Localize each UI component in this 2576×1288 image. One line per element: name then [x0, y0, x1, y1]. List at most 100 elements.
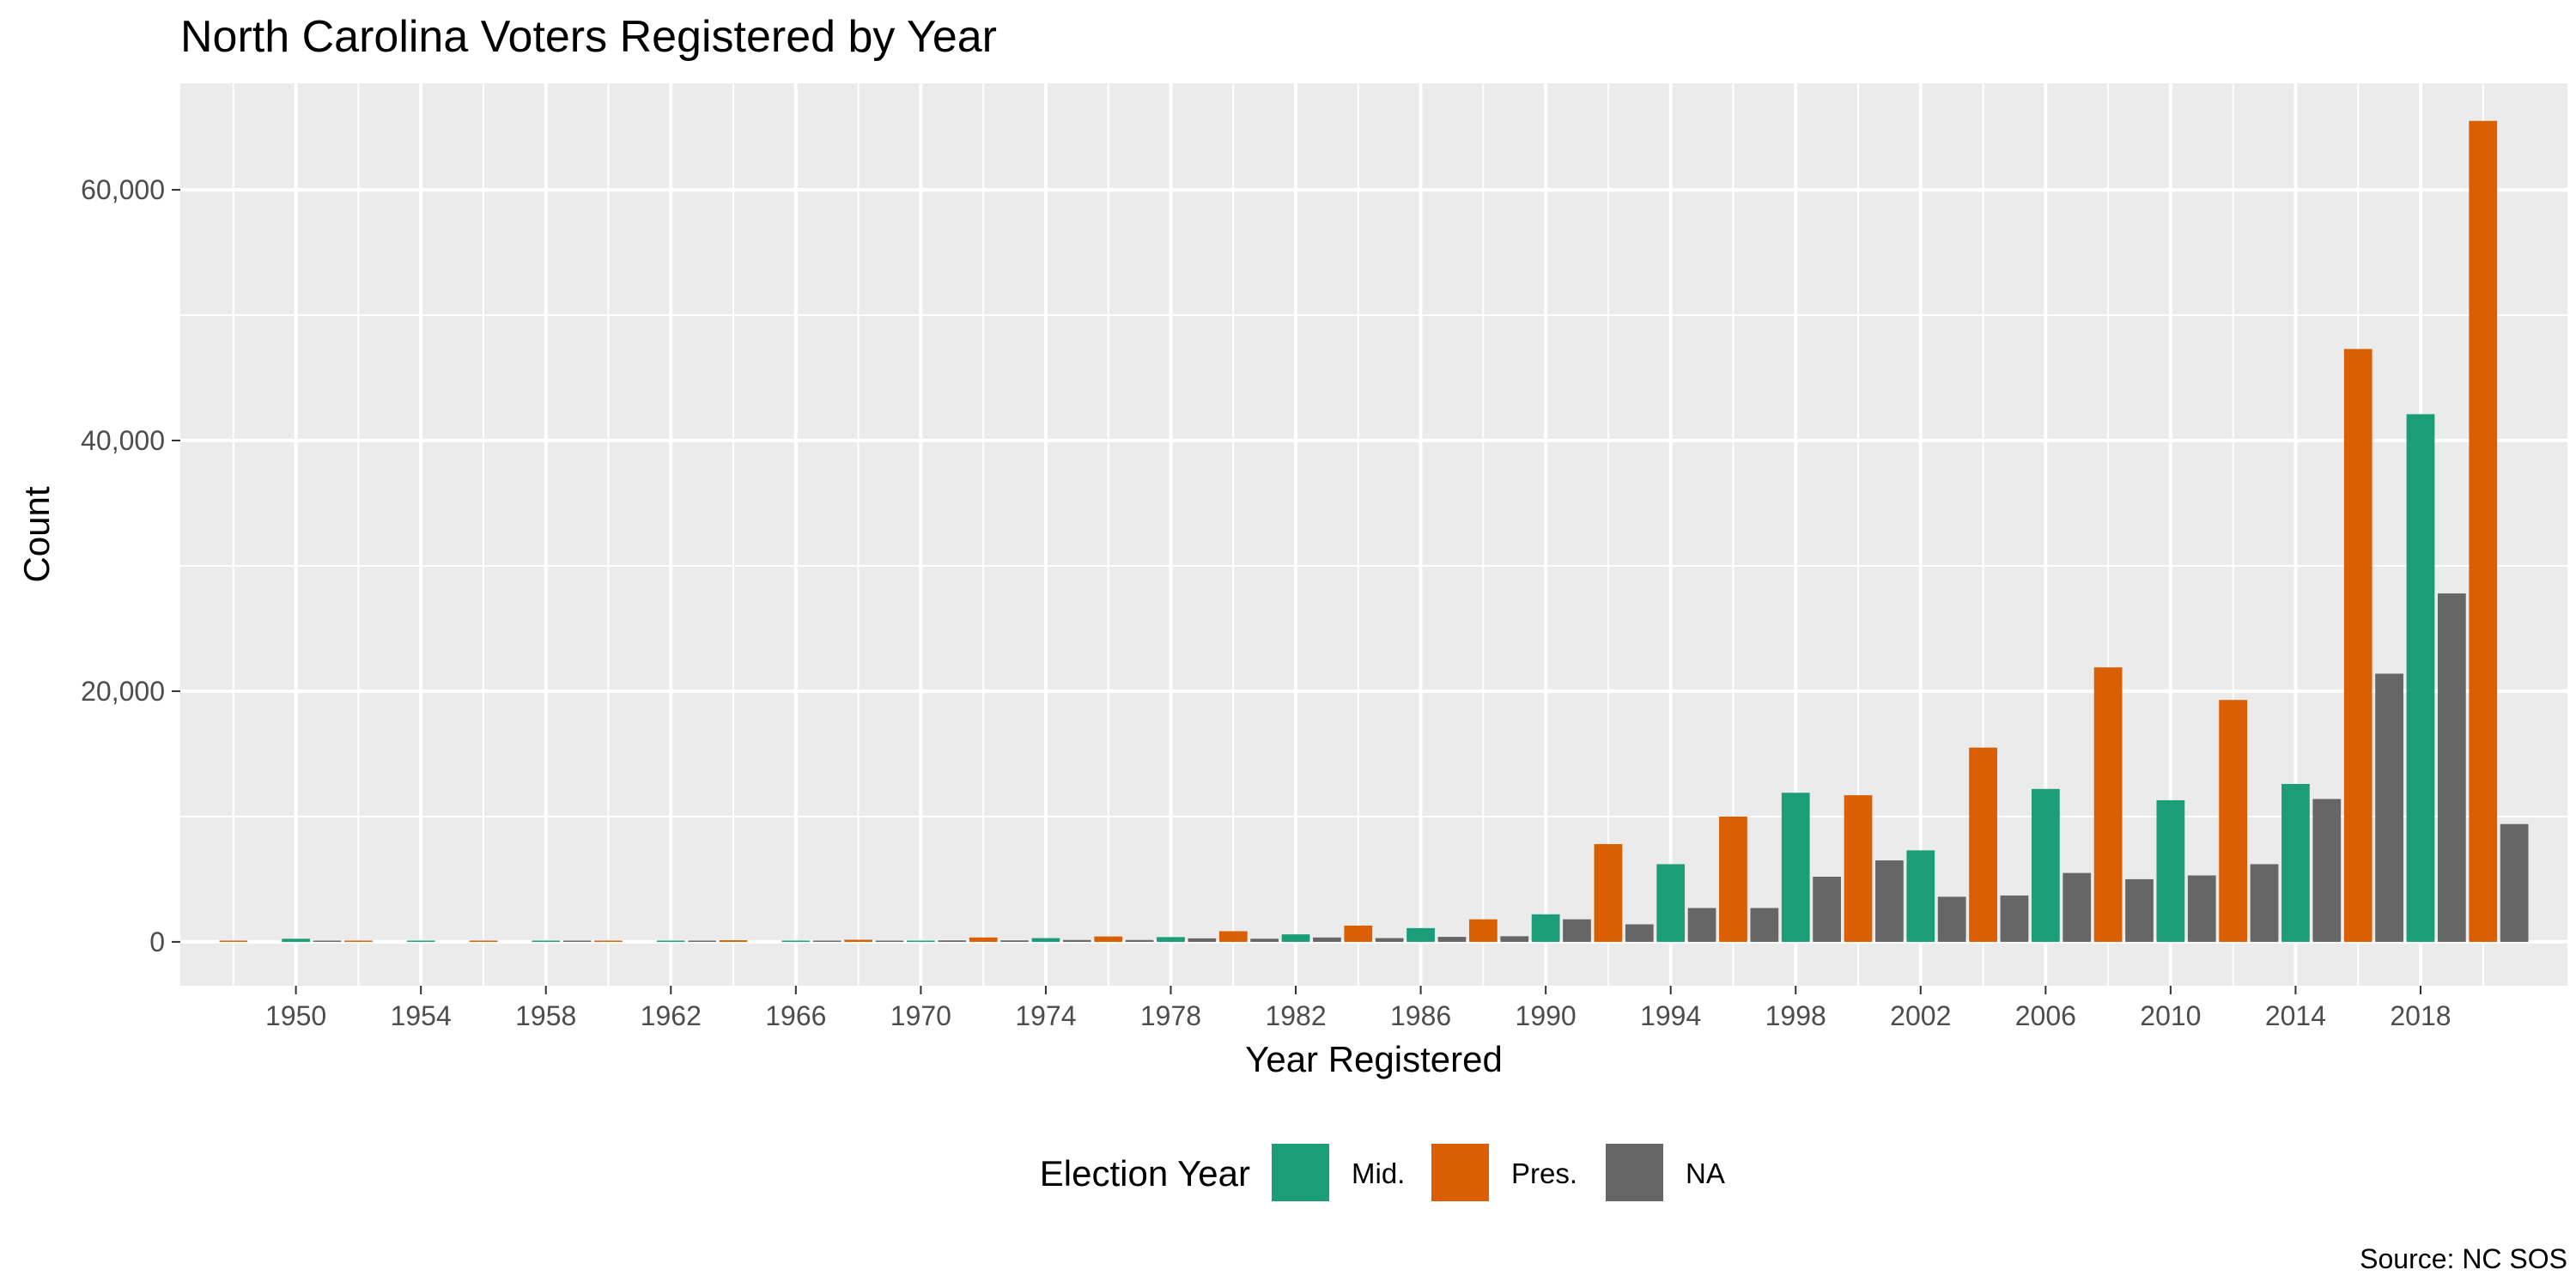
x-tick-label: 1986 — [1390, 1000, 1451, 1031]
x-tick-label: 1990 — [1516, 1000, 1577, 1031]
bar-1951 — [313, 940, 342, 942]
bar-1978 — [1157, 937, 1185, 942]
bar-1997 — [1750, 908, 1779, 942]
legend-key-0 — [1272, 1144, 1329, 1201]
bar-1981 — [1250, 939, 1279, 942]
bar-2003 — [1937, 896, 1966, 942]
bar-1960 — [594, 940, 623, 942]
bar-1984 — [1344, 925, 1373, 942]
x-axis: 1950 1954 1958 1962 1966 1970 1974 1978 1982 1986… — [265, 986, 2451, 1031]
bar-1977 — [1125, 939, 1154, 942]
bar-2007 — [2063, 872, 2092, 942]
legend-label-0: Mid. — [1352, 1157, 1405, 1189]
legend-key-2 — [1606, 1144, 1663, 1201]
bar-2013 — [2250, 864, 2279, 942]
y-axis: 0 20,000 40,000 60,000 — [81, 174, 180, 957]
x-tick-label: 2018 — [2390, 1000, 2451, 1031]
bar-1987 — [1437, 937, 1467, 942]
x-tick-label: 2010 — [2140, 1000, 2201, 1031]
bar-2009 — [2125, 878, 2154, 942]
bar-2019 — [2437, 593, 2466, 942]
bar-1980 — [1218, 931, 1248, 942]
bar-2010 — [2156, 799, 2185, 942]
bar-1962 — [656, 940, 685, 942]
legend: Election Year Mid. Pres. NA — [1040, 1144, 1725, 1201]
bar-1996 — [1719, 816, 1747, 942]
bar-1976 — [1094, 936, 1123, 942]
x-tick-label: 1994 — [1640, 1000, 1701, 1031]
bar-1971 — [938, 940, 967, 942]
x-tick-label: 1966 — [765, 1000, 826, 1031]
bar-1972 — [969, 937, 998, 942]
x-tick-label: 1970 — [890, 1000, 951, 1031]
bar-2018 — [2406, 414, 2435, 942]
bar-2005 — [2000, 895, 2029, 942]
bar-1959 — [562, 940, 592, 942]
bar-1988 — [1468, 919, 1498, 942]
bar-2012 — [2219, 700, 2248, 942]
y-tick-label: 60,000 — [81, 174, 165, 205]
bar-2004 — [1969, 747, 1997, 942]
plot-panel — [180, 83, 2567, 986]
bar-1998 — [1781, 793, 1810, 942]
bar-2001 — [1875, 860, 1904, 942]
x-tick-label: 1950 — [265, 1000, 326, 1031]
bar-1956 — [469, 940, 498, 942]
x-tick-label: 2002 — [1890, 1000, 1951, 1031]
bar-1967 — [812, 940, 841, 942]
bar-1993 — [1625, 924, 1654, 942]
bar-2020 — [2469, 120, 2498, 942]
x-tick-label: 1958 — [515, 1000, 576, 1031]
bar-2015 — [2312, 799, 2342, 942]
bar-2006 — [2031, 788, 2060, 942]
bar-1995 — [1687, 908, 1716, 942]
legend-entries: Mid. Pres. NA — [1272, 1144, 1725, 1201]
y-tick-label: 40,000 — [81, 425, 165, 456]
bar-2014 — [2281, 783, 2310, 942]
bar-1969 — [875, 940, 904, 942]
bar-2011 — [2187, 875, 2216, 942]
bar-1958 — [532, 940, 561, 942]
bar-1974 — [1031, 938, 1060, 942]
bar-1991 — [1563, 919, 1591, 942]
y-tick-label: 0 — [149, 927, 165, 957]
bar-1970 — [907, 940, 935, 942]
bar-1982 — [1281, 934, 1310, 942]
bar-1952 — [344, 940, 373, 942]
x-tick-label: 1962 — [641, 1000, 702, 1031]
x-tick-label: 1974 — [1015, 1000, 1076, 1031]
x-tick-label: 1954 — [391, 1000, 452, 1031]
bar-1973 — [1000, 940, 1029, 942]
y-tick-label: 20,000 — [81, 676, 165, 707]
chart-title: North Carolina Voters Registered by Year — [180, 12, 997, 62]
bar-1985 — [1375, 938, 1404, 942]
x-tick-label: 2006 — [2015, 1000, 2076, 1031]
bar-2000 — [1844, 795, 1873, 942]
bars — [219, 120, 2529, 942]
legend-key-1 — [1431, 1144, 1489, 1201]
bar-2021 — [2500, 823, 2529, 942]
bar-1964 — [719, 940, 748, 942]
bar-2016 — [2343, 349, 2372, 942]
bar-1990 — [1531, 914, 1560, 942]
caption: Source: NC SOS — [2360, 1243, 2567, 1274]
bar-1975 — [1062, 939, 1091, 942]
legend-label-2: NA — [1686, 1157, 1725, 1189]
bar-1986 — [1406, 927, 1435, 942]
bar-1966 — [781, 940, 811, 942]
bar-2017 — [2375, 673, 2403, 942]
legend-label-1: Pres. — [1511, 1157, 1577, 1189]
bar-1968 — [844, 939, 872, 942]
bar-1992 — [1594, 844, 1623, 942]
bar-1994 — [1656, 864, 1686, 942]
bar-1950 — [282, 939, 311, 942]
x-axis-title: Year Registered — [1245, 1039, 1503, 1079]
x-tick-label: 1982 — [1265, 1000, 1326, 1031]
bar-1979 — [1188, 938, 1217, 942]
x-tick-label: 1998 — [1765, 1000, 1826, 1031]
bar-1989 — [1500, 936, 1529, 942]
x-tick-label: 1978 — [1140, 1000, 1201, 1031]
bar-1954 — [406, 940, 435, 942]
bar-1999 — [1813, 877, 1841, 942]
